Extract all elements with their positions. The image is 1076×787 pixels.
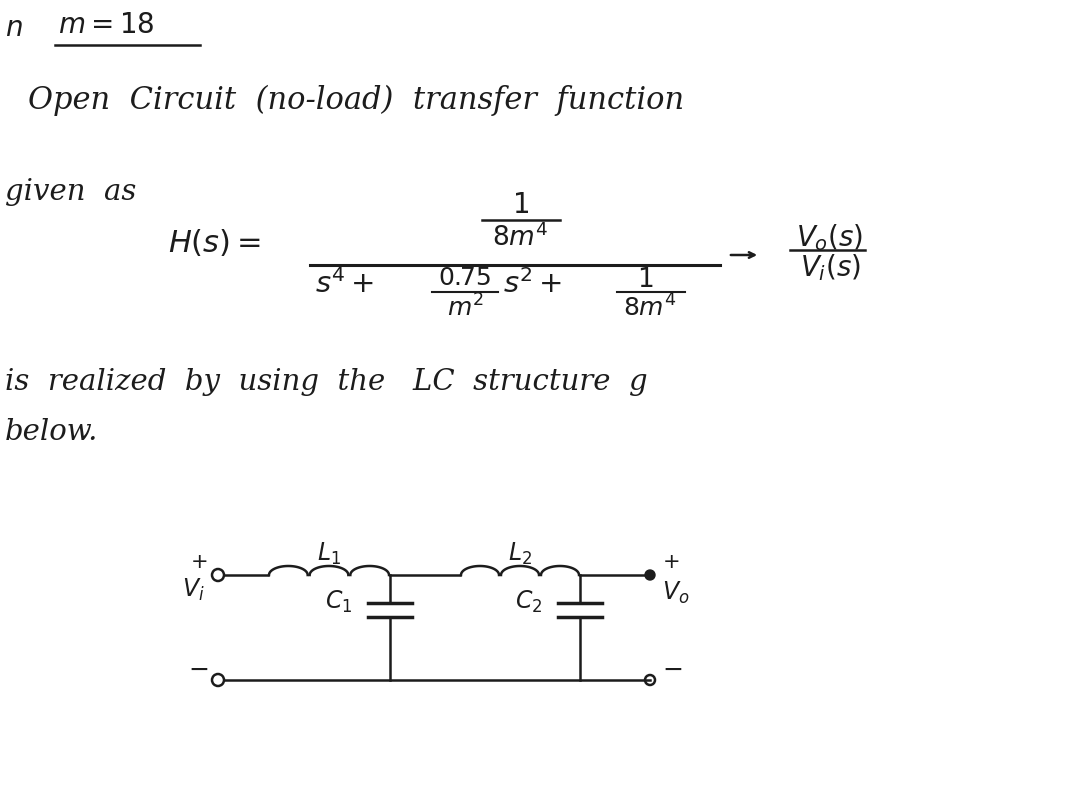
Text: $+$: $+$ <box>190 553 208 572</box>
Text: $+$: $+$ <box>662 553 679 572</box>
Text: $1$: $1$ <box>511 192 528 219</box>
Text: is  realized  by  using  the   LC  structure  g: is realized by using the LC structure g <box>5 368 648 396</box>
Text: $V_o$: $V_o$ <box>662 580 690 606</box>
Text: $m = 18$: $m = 18$ <box>58 12 155 39</box>
Text: $n$: $n$ <box>5 15 23 42</box>
Text: $s^2 +$: $s^2 +$ <box>502 269 563 299</box>
Text: $8m^4$: $8m^4$ <box>492 222 548 250</box>
Text: Open  Circuit  (no-load)  transfer  function: Open Circuit (no-load) transfer function <box>28 85 684 116</box>
Text: given  as: given as <box>5 178 137 206</box>
Text: $m^2$: $m^2$ <box>447 294 483 321</box>
Text: $V_i$: $V_i$ <box>182 577 204 603</box>
Text: $s^4 +$: $s^4 +$ <box>315 269 374 299</box>
Text: $1$: $1$ <box>637 267 653 292</box>
Text: $C_1$: $C_1$ <box>325 589 352 615</box>
Text: $8m^4$: $8m^4$ <box>623 294 677 321</box>
Text: $L_1$: $L_1$ <box>317 541 341 567</box>
Text: $0.75$: $0.75$ <box>438 267 492 290</box>
Text: $V_o(s)$: $V_o(s)$ <box>796 222 864 253</box>
Text: $L_2$: $L_2$ <box>508 541 532 567</box>
Text: $-$: $-$ <box>188 658 209 681</box>
Text: $V_i(s)$: $V_i(s)$ <box>799 252 861 283</box>
Text: $C_2$: $C_2$ <box>514 589 542 615</box>
Text: $-$: $-$ <box>662 658 682 681</box>
Text: below.: below. <box>5 418 98 446</box>
Circle shape <box>645 570 655 580</box>
Text: $H(s) =$: $H(s) =$ <box>168 228 261 259</box>
